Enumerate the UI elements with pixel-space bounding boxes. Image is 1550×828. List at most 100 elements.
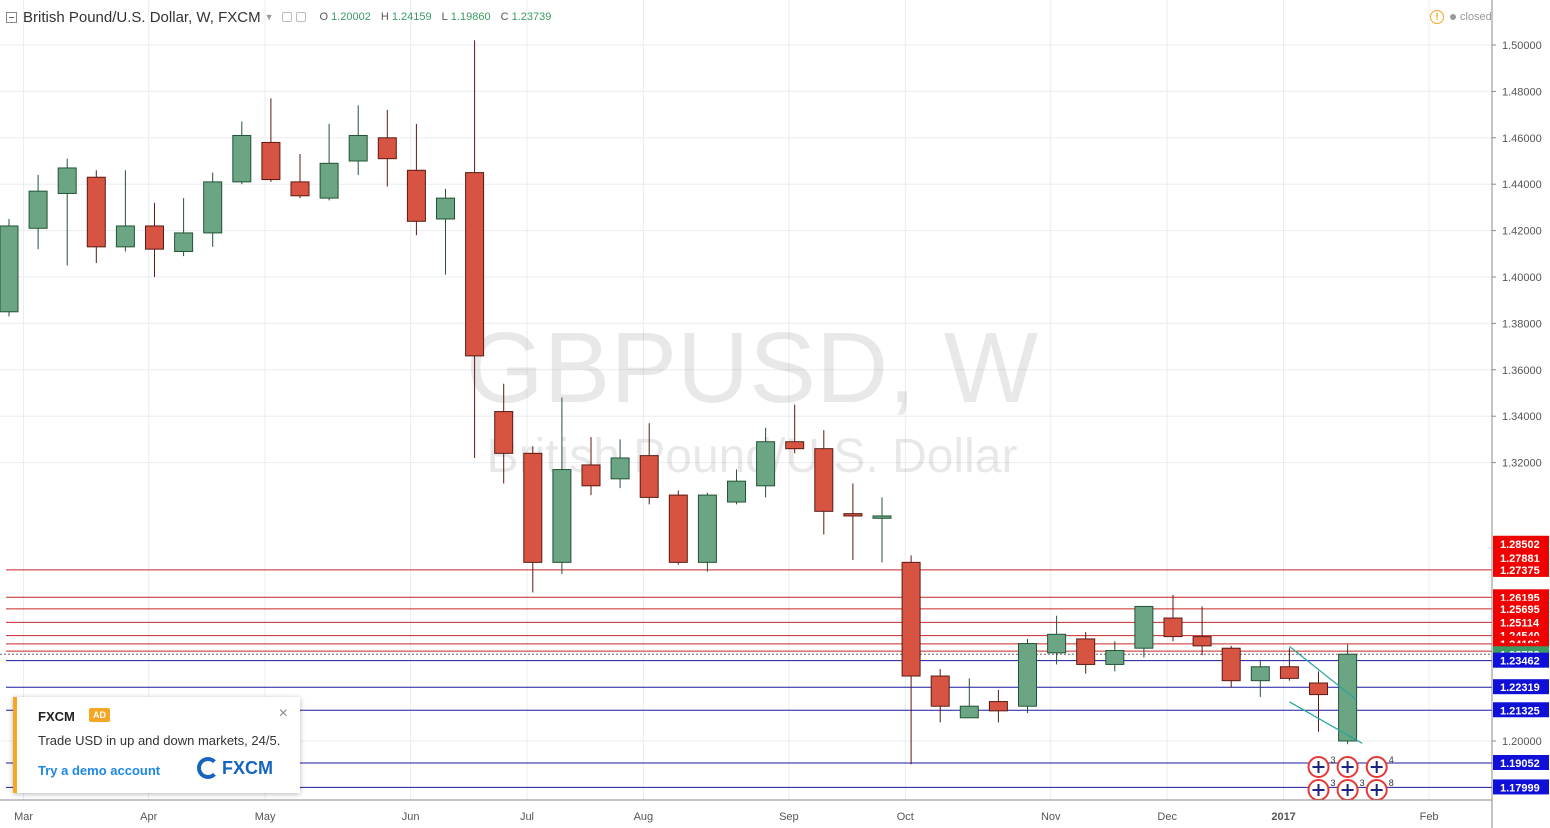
- ad-brand: FXCM: [38, 709, 75, 724]
- candle-up[interactable]: [0, 225, 19, 313]
- y-tick-label: 1.34000: [1502, 411, 1542, 423]
- candle-up[interactable]: [57, 167, 77, 194]
- y-tick-label: 1.44000: [1502, 179, 1542, 191]
- event-count: 3: [1360, 778, 1365, 788]
- candle-up[interactable]: [232, 134, 252, 183]
- y-tick-label: 1.38000: [1502, 318, 1542, 330]
- price-label-box: [1493, 702, 1549, 718]
- candle-up[interactable]: [174, 232, 194, 252]
- chart-header: British Pound/U.S. Dollar, W, FXCM ▼ O 1.…: [6, 6, 558, 28]
- x-tick-label: Jul: [520, 811, 534, 823]
- candle-up[interactable]: [959, 705, 979, 719]
- event-count: 8: [1389, 778, 1394, 788]
- candle-down[interactable]: [1163, 617, 1183, 638]
- price-label: 1.25695: [1500, 604, 1540, 616]
- market-status-label: closed: [1460, 11, 1492, 23]
- x-tick-label: Aug: [634, 811, 654, 823]
- x-tick-label: Dec: [1157, 811, 1177, 823]
- chart-title: British Pound/U.S. Dollar, W, FXCM: [23, 8, 261, 26]
- candle-up[interactable]: [1134, 605, 1154, 649]
- price-label-box: [1493, 589, 1549, 605]
- candle-down[interactable]: [1192, 636, 1212, 647]
- candle-up[interactable]: [697, 494, 717, 563]
- x-tick-label: Oct: [897, 811, 914, 823]
- candle-down[interactable]: [261, 141, 281, 181]
- x-tick-label: Nov: [1041, 811, 1061, 823]
- trend-line[interactable]: [1289, 701, 1363, 744]
- candle-down[interactable]: [814, 448, 834, 512]
- y-tick-label: 1.48000: [1502, 86, 1542, 98]
- price-label-box: [1493, 679, 1549, 695]
- candle-up[interactable]: [1105, 650, 1125, 665]
- price-label: 1.19052: [1500, 758, 1540, 770]
- candle-down[interactable]: [1279, 666, 1299, 679]
- chevron-down-icon[interactable]: ▼: [264, 12, 274, 22]
- candle-down[interactable]: [930, 675, 950, 707]
- demo-account-link[interactable]: Try a demo account: [38, 763, 161, 778]
- candle-down[interactable]: [1221, 647, 1241, 682]
- candle-down[interactable]: [494, 411, 514, 454]
- y-tick-label: 1.32000: [1502, 458, 1542, 470]
- y-tick-label: 1.46000: [1502, 133, 1542, 145]
- candle-down[interactable]: [639, 455, 659, 498]
- price-label: 1.21325: [1500, 705, 1540, 717]
- candle-up[interactable]: [1047, 633, 1067, 654]
- candle-down[interactable]: [523, 452, 543, 563]
- ad-text: Trade USD in up and down markets, 24/5.: [38, 733, 281, 748]
- candle-up[interactable]: [28, 190, 48, 229]
- price-label: 1.27375: [1500, 565, 1540, 577]
- settings-icon[interactable]: [281, 12, 292, 22]
- warning-icon[interactable]: !: [1430, 10, 1444, 24]
- candle-down[interactable]: [988, 701, 1008, 712]
- candle-up[interactable]: [436, 197, 455, 220]
- candle-down[interactable]: [581, 464, 601, 487]
- candle-up[interactable]: [552, 469, 572, 563]
- collapse-icon[interactable]: [6, 11, 17, 23]
- y-tick-label: 1.40000: [1502, 272, 1542, 284]
- candle-up[interactable]: [756, 441, 776, 487]
- watermark-symbol: GBPUSD, W: [466, 312, 1039, 424]
- candle-up[interactable]: [1338, 653, 1358, 742]
- x-tick-label: May: [255, 811, 276, 823]
- event-count: 4: [1389, 755, 1394, 765]
- event-count: 3: [1331, 778, 1336, 788]
- price-label-box: [1493, 561, 1549, 577]
- candle-up[interactable]: [319, 162, 339, 199]
- candle-down[interactable]: [1309, 682, 1328, 696]
- y-tick-label: 1.36000: [1502, 365, 1542, 377]
- y-tick-label: 1.42000: [1502, 226, 1542, 238]
- candle-up[interactable]: [203, 181, 223, 234]
- close-icon[interactable]: ×: [278, 705, 288, 722]
- candle-down[interactable]: [465, 172, 485, 357]
- candle-up[interactable]: [727, 480, 746, 503]
- candle-down[interactable]: [843, 513, 863, 517]
- candle-down[interactable]: [86, 176, 106, 248]
- market-status: ! closed: [1430, 10, 1492, 24]
- candle-down[interactable]: [785, 441, 805, 450]
- visibility-icon[interactable]: [295, 12, 306, 22]
- status-dot-icon: [1450, 14, 1456, 20]
- fxcm-logo-icon: [197, 757, 219, 779]
- candle-down[interactable]: [901, 561, 921, 677]
- price-label: 1.28502: [1500, 539, 1540, 551]
- candle-up[interactable]: [1250, 666, 1270, 682]
- candle-up[interactable]: [610, 457, 630, 480]
- candle-up[interactable]: [115, 225, 135, 248]
- price-label-box: [1493, 779, 1549, 795]
- candle-down[interactable]: [145, 225, 164, 250]
- candle-down[interactable]: [290, 181, 310, 197]
- candle-up[interactable]: [348, 134, 368, 162]
- ad-banner[interactable]: FXCM AD × Trade USD in up and down marke…: [13, 697, 300, 793]
- candle-up[interactable]: [872, 515, 892, 519]
- candle-down[interactable]: [406, 169, 426, 222]
- x-tick-label: Feb: [1420, 811, 1439, 823]
- candle-down[interactable]: [1076, 638, 1096, 665]
- x-tick-label: 2017: [1271, 811, 1295, 823]
- candle-down[interactable]: [377, 137, 397, 160]
- event-count: 3: [1331, 755, 1336, 765]
- price-label: 1.22319: [1500, 682, 1540, 694]
- candle-up[interactable]: [1018, 643, 1037, 707]
- trend-line[interactable]: [1289, 645, 1357, 701]
- candle-down[interactable]: [668, 494, 688, 563]
